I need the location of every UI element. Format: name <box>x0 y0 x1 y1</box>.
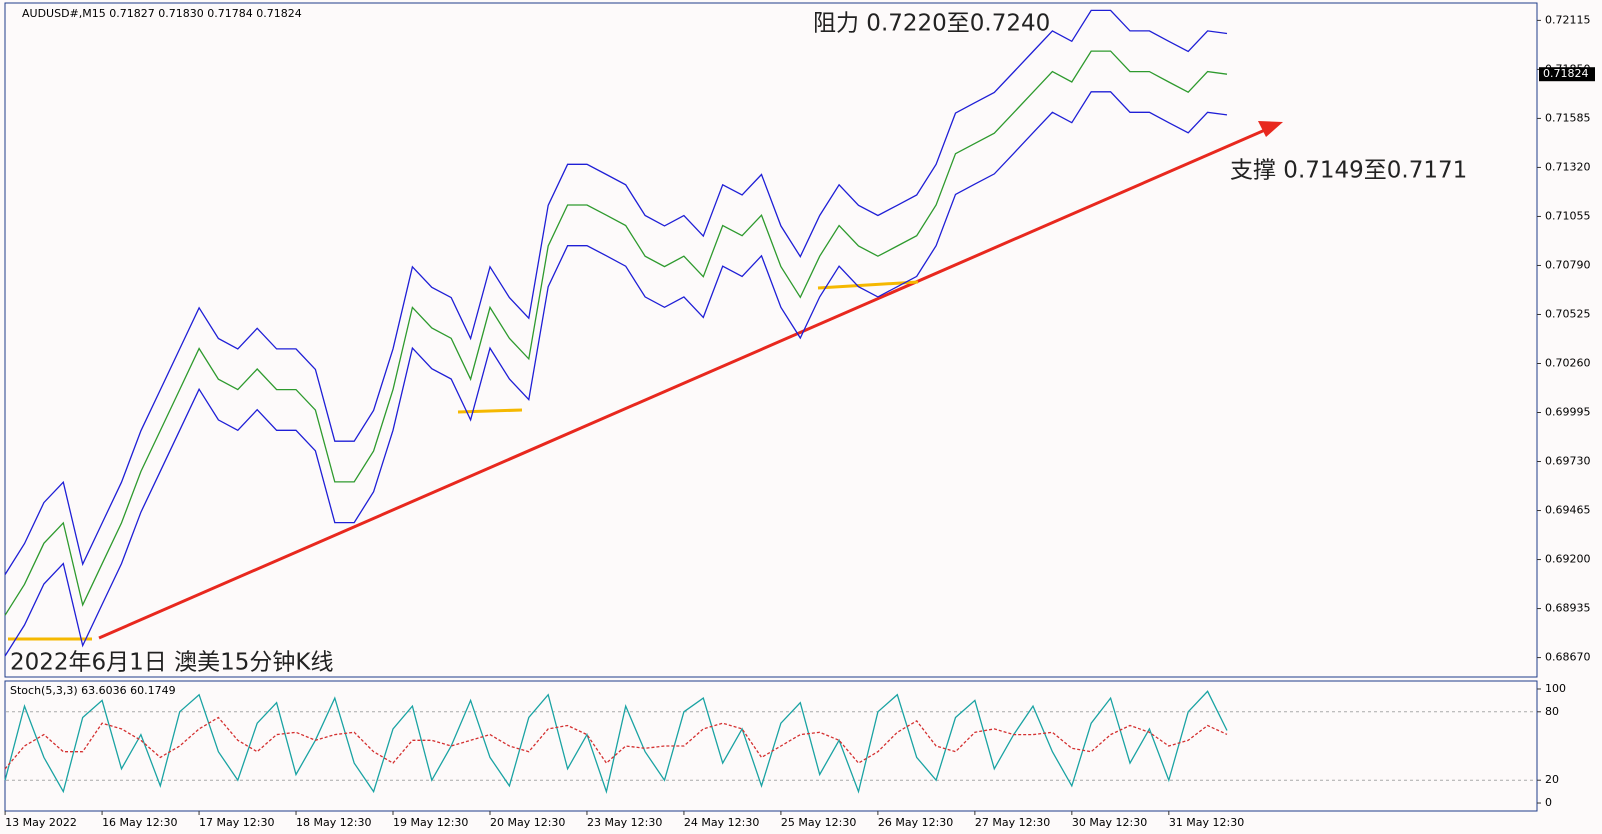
support-marker <box>457 408 523 414</box>
y-tick-label: 0.71320 <box>1545 160 1591 173</box>
last-price-label: 0.71824 <box>1543 67 1589 80</box>
symbol-info: AUDUSD#,M15 0.71827 0.71830 0.71784 0.71… <box>22 7 302 20</box>
y-tick-label: 0.68670 <box>1545 651 1591 664</box>
trend-arrow <box>1258 121 1283 137</box>
x-tick-label: 20 May 12:30 <box>490 816 565 829</box>
chart-caption: 2022年6月1日 澳美15分钟K线 <box>10 650 333 676</box>
y-tick-label: 0.70790 <box>1545 258 1591 271</box>
x-tick-label: 24 May 12:30 <box>684 816 759 829</box>
x-tick-label: 18 May 12:30 <box>296 816 371 829</box>
y-tick-label: 0.72115 <box>1545 13 1591 26</box>
y-tick-label: 20 <box>1545 773 1559 786</box>
y-tick-label: 0.71585 <box>1545 111 1591 124</box>
x-tick-label: 23 May 12:30 <box>587 816 662 829</box>
trend-line <box>98 128 1266 640</box>
y-tick-label: 100 <box>1545 682 1566 695</box>
x-tick-label: 30 May 12:30 <box>1072 816 1147 829</box>
stoch-info: Stoch(5,3,3) 63.6036 60.1749 <box>10 684 176 697</box>
y-tick-label: 0.69995 <box>1545 406 1591 419</box>
support-marker <box>817 280 919 290</box>
y-tick-label: 0.68935 <box>1545 602 1591 615</box>
y-tick-label: 0.70260 <box>1545 356 1591 369</box>
y-tick-label: 80 <box>1545 705 1559 718</box>
y-tick-label: 0.69730 <box>1545 455 1591 468</box>
x-tick-label: 17 May 12:30 <box>199 816 274 829</box>
y-tick-label: 0.70525 <box>1545 307 1591 320</box>
series-line <box>4 716 1228 770</box>
x-tick-label: 27 May 12:30 <box>975 816 1050 829</box>
last-price-box <box>1539 67 1595 82</box>
series-line <box>4 91 1228 657</box>
support-note: 支撑 0.7149至0.7171 <box>1230 158 1467 184</box>
y-tick-label: 0.71055 <box>1545 209 1591 222</box>
x-tick-label: 13 May 2022 <box>5 816 77 829</box>
x-tick-label: 26 May 12:30 <box>878 816 953 829</box>
y-tick-label: 0 <box>1545 796 1552 809</box>
stoch-panel <box>4 680 1538 812</box>
x-tick-label: 16 May 12:30 <box>102 816 177 829</box>
x-tick-label: 31 May 12:30 <box>1169 816 1244 829</box>
y-tick-label: 0.69465 <box>1545 504 1591 517</box>
series-line <box>4 50 1228 616</box>
x-tick-label: 19 May 12:30 <box>393 816 468 829</box>
price-panel <box>4 2 1538 678</box>
series-line <box>4 9 1228 575</box>
y-tick-label: 0.69200 <box>1545 553 1591 566</box>
x-tick-label: 25 May 12:30 <box>781 816 856 829</box>
resistance-note: 阻力 0.7220至0.7240 <box>813 11 1050 37</box>
